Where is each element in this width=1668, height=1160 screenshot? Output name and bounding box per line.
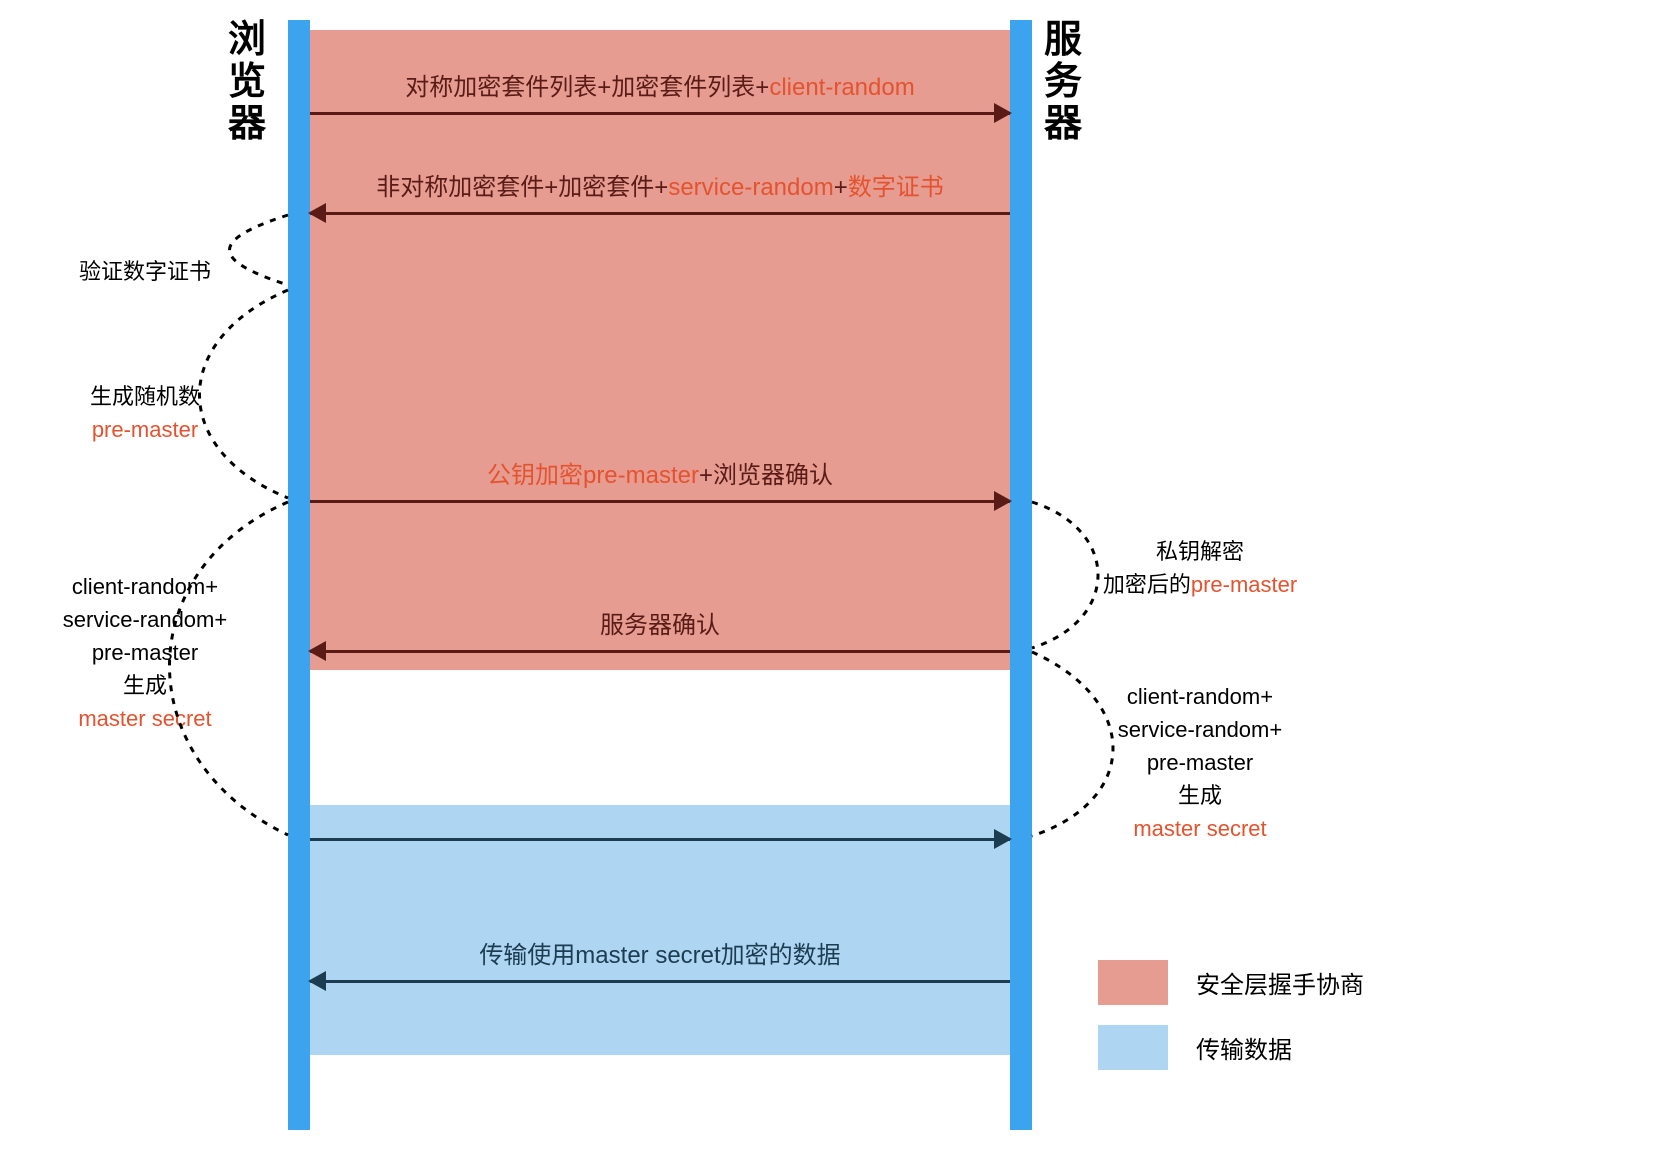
right-note-rn1: 私钥解密加密后的pre-master [1050, 535, 1350, 601]
note-line: 生成 [1050, 779, 1350, 812]
legend-label: 安全层握手协商 [1196, 965, 1364, 1000]
note-line: 验证数字证书 [20, 255, 270, 288]
note-text: pre-master [92, 640, 198, 665]
note-line: 生成 [20, 669, 270, 702]
highlight-text: pre-master [1191, 572, 1297, 597]
note-line: pre-master [20, 413, 270, 446]
note-text: client-random+ [1127, 684, 1273, 709]
transfer-phase [310, 805, 1010, 1055]
arrow-head-icon [994, 491, 1012, 511]
left-note-ln1: 验证数字证书 [20, 255, 270, 288]
note-text: 验证数字证书 [79, 259, 211, 284]
arrow-label: 服务器确认 [310, 610, 1010, 641]
arrow-head-icon [308, 203, 326, 223]
note-line: service-random+ [1050, 713, 1350, 746]
note-line: client-random+ [1050, 680, 1350, 713]
arrow-head-icon [994, 829, 1012, 849]
arrow-line [310, 212, 1010, 215]
arrow-label: 对称加密套件列表+加密套件列表+client-random [310, 72, 1010, 103]
note-text: 生成 [1178, 783, 1222, 808]
arrow-line [310, 650, 1010, 653]
note-line: 私钥解密 [1050, 535, 1350, 568]
arrow-line [310, 500, 1010, 503]
note-text: client-random+ [72, 574, 218, 599]
arrow-label: 传输使用master secret加密的数据 [310, 940, 1010, 971]
legend-swatch [1098, 960, 1168, 1005]
legend: 安全层握手协商传输数据 [1098, 960, 1498, 1090]
arrow-head-icon [308, 971, 326, 991]
label-text: + [834, 174, 848, 201]
arrow-label: 非对称加密套件+加密套件+service-random+数字证书 [310, 172, 1010, 203]
left-note-ln2: 生成随机数 pre-master [20, 380, 270, 446]
note-text: 生成 [123, 673, 167, 698]
server-lifeline [1010, 20, 1032, 1130]
note-line: master secret [20, 702, 270, 735]
arrow-line [310, 980, 1010, 983]
label-text: 非对称加密套件+加密套件+ [376, 174, 668, 201]
legend-swatch [1098, 1025, 1168, 1070]
note-text: pre-master [1147, 750, 1253, 775]
arrow-head-icon [308, 641, 326, 661]
note-line: pre-master [20, 636, 270, 669]
legend-row: 传输数据 [1098, 1025, 1498, 1070]
label-text: 传输使用master secret加密的数据 [479, 942, 840, 969]
legend-row: 安全层握手协商 [1098, 960, 1498, 1005]
note-text: service-random+ [63, 607, 227, 632]
arrow-line [310, 112, 1010, 115]
arrow-label: 公钥加密pre-master+浏览器确认 [310, 460, 1010, 491]
browser-label: 浏览器 [228, 20, 268, 145]
note-line: 加密后的pre-master [1050, 568, 1350, 601]
note-line: master secret [1050, 812, 1350, 845]
highlight-text: 公钥加密pre-master [487, 462, 699, 489]
server-label: 服务器 [1044, 20, 1084, 145]
label-text: 对称加密套件列表+加密套件列表+ [405, 74, 769, 101]
right-note-rn2: client-random+ service-random+ pre-master 生… [1050, 680, 1350, 845]
legend-label: 传输数据 [1196, 1030, 1292, 1065]
highlight-text: service-random [668, 174, 833, 201]
highlight-text: 数字证书 [848, 174, 944, 201]
note-text: 生成随机数 [90, 384, 200, 409]
note-line: client-random+ [20, 570, 270, 603]
highlight-text: master secret [1133, 816, 1266, 841]
highlight-text: master secret [78, 706, 211, 731]
arrow-line [310, 838, 1010, 841]
note-line: 生成随机数 [20, 380, 270, 413]
note-line: pre-master [1050, 746, 1350, 779]
note-line: service-random+ [20, 603, 270, 636]
arrow-head-icon [994, 103, 1012, 123]
browser-lifeline [288, 20, 310, 1130]
note-text: 加密后的 [1103, 572, 1191, 597]
label-text: +浏览器确认 [699, 462, 833, 489]
highlight-text: client-random [769, 74, 914, 101]
note-text: 私钥解密 [1156, 539, 1244, 564]
highlight-text: pre-master [92, 417, 198, 442]
note-text: service-random+ [1118, 717, 1282, 742]
label-text: 服务器确认 [600, 612, 720, 639]
left-note-ln3: client-random+ service-random+ pre-master 生… [20, 570, 270, 735]
handshake-phase [310, 30, 1010, 670]
